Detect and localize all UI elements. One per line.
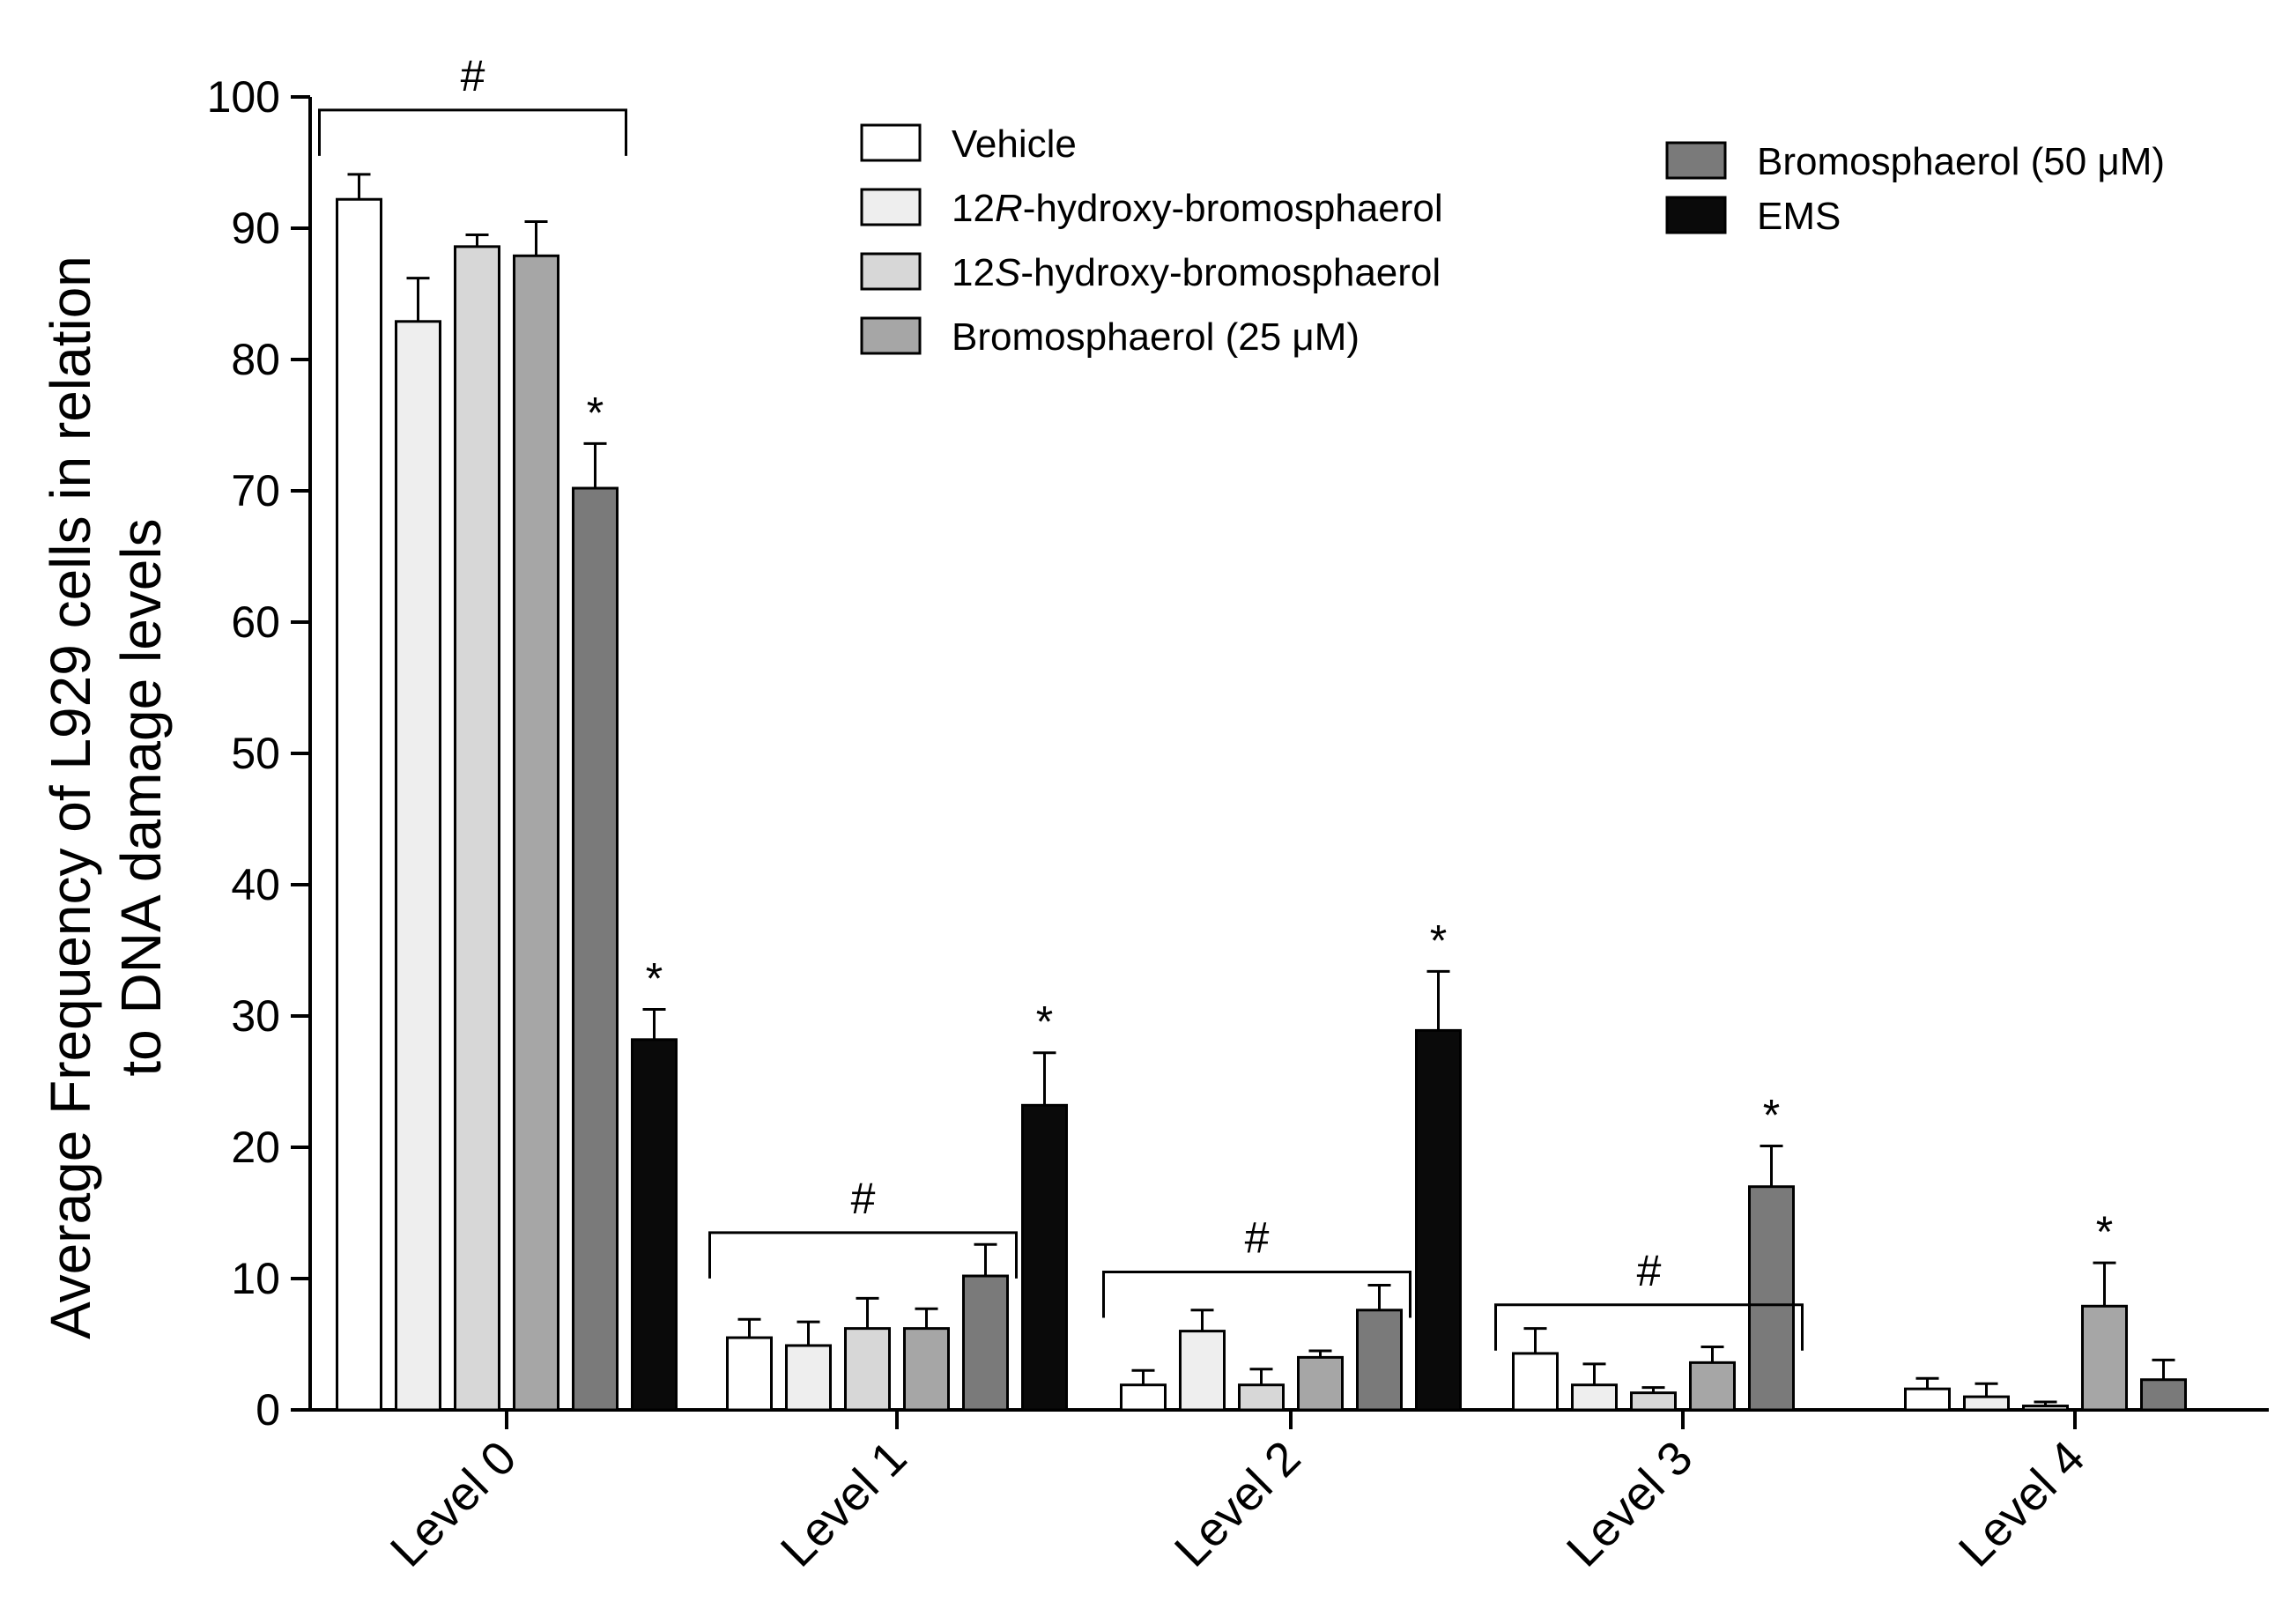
legend-label-part: R bbox=[995, 187, 1023, 230]
legend-label-part: Vehicle bbox=[952, 122, 1077, 166]
comparison-bracket bbox=[708, 1231, 1018, 1279]
bar bbox=[1356, 1309, 1403, 1412]
x-category-label: Level 0 bbox=[381, 1431, 527, 1577]
bar bbox=[1630, 1391, 1677, 1412]
bar bbox=[1512, 1352, 1559, 1412]
comparison-bracket bbox=[1102, 1271, 1411, 1318]
bar bbox=[1904, 1387, 1951, 1412]
bar bbox=[2140, 1378, 2187, 1412]
y-tick-label: 70 bbox=[231, 466, 280, 515]
bar bbox=[844, 1327, 891, 1412]
bracket-label: # bbox=[1637, 1246, 1662, 1295]
bar bbox=[1238, 1383, 1285, 1412]
legend-swatch bbox=[1665, 141, 1727, 180]
y-tick-label: 40 bbox=[231, 860, 280, 909]
comparison-bracket bbox=[1494, 1303, 1804, 1351]
bar bbox=[631, 1038, 678, 1412]
legend-label-part: Bromosphaerol (25 μM) bbox=[952, 315, 1360, 359]
bar bbox=[1689, 1361, 1736, 1412]
x-category-label: Level 1 bbox=[771, 1431, 917, 1577]
significance-asterisk: * bbox=[2096, 1207, 2113, 1257]
bar bbox=[395, 320, 441, 1412]
legend-label: Bromosphaerol (25 μM) bbox=[952, 315, 1360, 359]
y-tick-label: 0 bbox=[256, 1385, 280, 1435]
bar bbox=[2022, 1405, 2069, 1412]
legend-swatch bbox=[860, 252, 922, 291]
bar bbox=[962, 1274, 1009, 1412]
legend-label: Bromosphaerol (50 μM) bbox=[1757, 140, 2165, 183]
bar bbox=[1120, 1383, 1167, 1412]
y-tick-label: 60 bbox=[231, 597, 280, 647]
significance-asterisk: * bbox=[646, 954, 663, 1004]
bar bbox=[454, 245, 500, 1412]
bar bbox=[1748, 1185, 1795, 1412]
y-tick-label: 100 bbox=[207, 72, 280, 122]
bar bbox=[1021, 1103, 1068, 1412]
legend-label: 12R-hydroxy-bromosphaerol bbox=[952, 187, 1443, 230]
legend-swatch bbox=[860, 123, 922, 162]
y-axis-title-line-2: to DNA damage levels bbox=[109, 518, 173, 1076]
annotations: * * * * * * # # # # bbox=[318, 51, 2113, 1351]
legend-label-part: 12 bbox=[952, 187, 995, 230]
y-tick-label: 30 bbox=[231, 991, 280, 1041]
significance-asterisk: * bbox=[1036, 997, 1053, 1047]
significance-asterisk: * bbox=[1430, 916, 1447, 965]
legend-swatch bbox=[1665, 196, 1727, 234]
y-tick-label: 90 bbox=[231, 204, 280, 253]
legend-label-part: -hydroxy-bromosphaerol bbox=[1023, 187, 1443, 230]
legend-swatch bbox=[860, 188, 922, 226]
y-tick-label: 80 bbox=[231, 335, 280, 384]
legend-label-part: S bbox=[995, 251, 1020, 294]
bar bbox=[903, 1327, 950, 1412]
significance-asterisk: * bbox=[587, 388, 604, 437]
bar bbox=[726, 1336, 773, 1412]
significance-asterisk: * bbox=[1763, 1091, 1780, 1140]
bar bbox=[2081, 1304, 2128, 1412]
bar bbox=[336, 197, 382, 1412]
legend-label: Vehicle bbox=[952, 122, 1077, 166]
y-tick-label: 50 bbox=[231, 729, 280, 778]
legend-swatch bbox=[860, 316, 922, 355]
x-category-label: Level 2 bbox=[1165, 1431, 1311, 1577]
bar bbox=[1963, 1395, 2010, 1412]
legend: Vehicle12R-hydroxy-bromosphaerol12S-hydr… bbox=[860, 122, 2165, 359]
x-category-label: Level 4 bbox=[1949, 1431, 2095, 1577]
bar bbox=[1179, 1330, 1226, 1412]
bar bbox=[1415, 1028, 1462, 1412]
bracket-label: # bbox=[461, 51, 485, 100]
comparison-bracket bbox=[318, 108, 627, 156]
bar bbox=[1571, 1383, 1618, 1412]
bracket-label: # bbox=[851, 1174, 876, 1223]
bar bbox=[513, 254, 559, 1412]
legend-label: 12S-hydroxy-bromosphaerol bbox=[952, 251, 1441, 294]
bar bbox=[1297, 1355, 1344, 1412]
legend-label-part: -hydroxy-bromosphaerol bbox=[1020, 251, 1441, 294]
bracket-label: # bbox=[1245, 1213, 1270, 1263]
legend-label-part: 12 bbox=[952, 251, 995, 294]
x-category-label: Level 3 bbox=[1557, 1431, 1703, 1577]
bar bbox=[785, 1344, 832, 1412]
legend-label-part: EMS bbox=[1757, 195, 1841, 238]
bar bbox=[572, 486, 619, 1412]
bars bbox=[336, 173, 2187, 1412]
legend-label: EMS bbox=[1757, 195, 1841, 238]
legend-label-part: Bromosphaerol (50 μM) bbox=[1757, 140, 2165, 183]
y-tick-label: 10 bbox=[231, 1254, 280, 1303]
y-tick-label: 20 bbox=[231, 1123, 280, 1172]
y-axis-title-line-1: Average Frequency of L929 cells in relat… bbox=[39, 256, 102, 1339]
